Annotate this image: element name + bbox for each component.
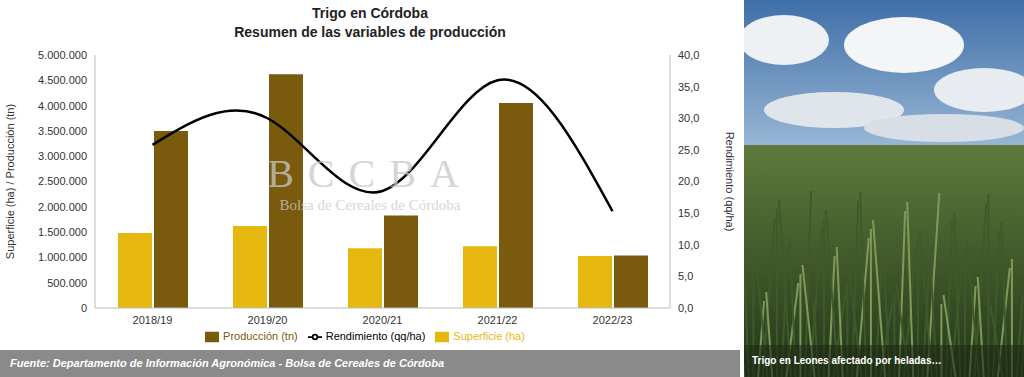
html-text:Trigo en Córdoba: Trigo en Córdoba: [312, 5, 428, 21]
svg-text:2.500.000: 2.500.000: [38, 175, 87, 187]
svg-text:1.000.000: 1.000.000: [38, 251, 87, 263]
svg-text:2018/19: 2018/19: [133, 314, 173, 326]
svg-text:20,0: 20,0: [678, 175, 699, 187]
svg-text:3.000.000: 3.000.000: [38, 150, 87, 162]
svg-text:0,0: 0,0: [678, 302, 693, 314]
svg-text:5.000.000: 5.000.000: [38, 49, 87, 61]
html-text:Trigo en Leones afectado por h: Trigo en Leones afectado por heladas…: [752, 355, 942, 366]
html-text:Superficie (ha): Superficie (ha): [453, 330, 525, 342]
svg-text:0: 0: [81, 302, 87, 314]
svg-text:2022/23: 2022/23: [593, 314, 633, 326]
svg-text:1.500.000: 1.500.000: [38, 226, 87, 238]
html-text:Rendimiento (qq/ha): Rendimiento (qq/ha): [325, 330, 426, 342]
html-text:Resumen de las variables de pr: Resumen de las variables de producción: [234, 24, 506, 40]
svg-text:2.000.000: 2.000.000: [38, 201, 87, 213]
svg-text:Rendimiento (qq/ha): Rendimiento (qq/ha): [724, 132, 736, 232]
svg-text:40,0: 40,0: [678, 49, 699, 61]
svg-text:Superficie (ha) / Producción (: Superficie (ha) / Producción (tn): [4, 104, 16, 259]
svg-text:30,0: 30,0: [678, 112, 699, 124]
html-text:Fuente: Departamento de Inform: Fuente: Departamento de Información Agro…: [10, 357, 445, 369]
html-text:Bolsa de Cereales de Córdoba: Bolsa de Cereales de Córdoba: [279, 197, 461, 213]
svg-text:5,0: 5,0: [678, 270, 693, 282]
html-text:Producción (tn): Producción (tn): [223, 330, 298, 342]
svg-text:4.500.000: 4.500.000: [38, 74, 87, 86]
svg-text:2019/20: 2019/20: [248, 314, 288, 326]
svg-text:15,0: 15,0: [678, 207, 699, 219]
svg-text:2021/22: 2021/22: [478, 314, 518, 326]
svg-text:35,0: 35,0: [678, 81, 699, 93]
svg-text:4.000.000: 4.000.000: [38, 100, 87, 112]
svg-text:10,0: 10,0: [678, 239, 699, 251]
html-text:BCCBA: BCCBA: [267, 151, 473, 196]
svg-text:2020/21: 2020/21: [363, 314, 403, 326]
svg-text:25,0: 25,0: [678, 144, 699, 156]
svg-text:3.500.000: 3.500.000: [38, 125, 87, 137]
svg-text:500.000: 500.000: [47, 277, 87, 289]
